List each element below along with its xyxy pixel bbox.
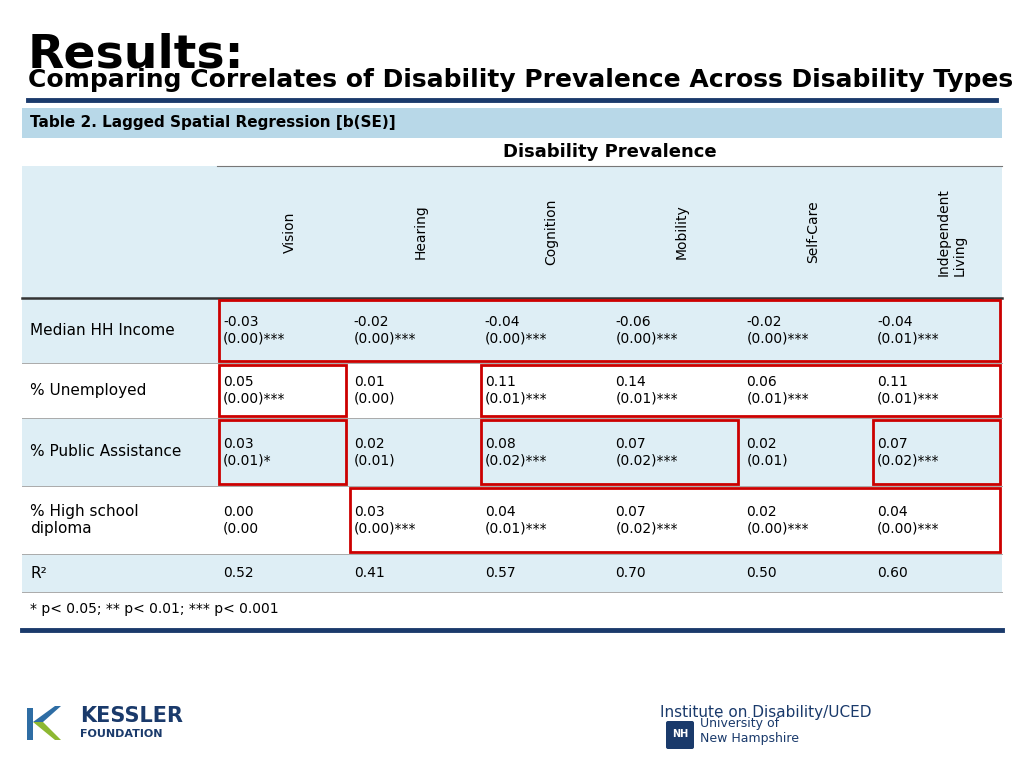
Text: University of
New Hampshire: University of New Hampshire bbox=[700, 717, 799, 745]
Text: Table 2. Lagged Spatial Regression [b(SE)]: Table 2. Lagged Spatial Regression [b(SE… bbox=[30, 115, 395, 131]
Bar bbox=[219, 365, 346, 416]
Text: NH: NH bbox=[672, 729, 688, 739]
Text: Vision: Vision bbox=[283, 211, 296, 253]
FancyBboxPatch shape bbox=[666, 721, 694, 749]
Bar bbox=[219, 300, 1000, 361]
Polygon shape bbox=[33, 722, 61, 740]
Text: -0.06
(0.00)***: -0.06 (0.00)*** bbox=[615, 316, 678, 346]
Text: % Unemployed: % Unemployed bbox=[30, 383, 146, 398]
Text: 0.01
(0.00): 0.01 (0.00) bbox=[354, 376, 395, 406]
Text: 0.05
(0.00)***: 0.05 (0.00)*** bbox=[223, 376, 286, 406]
Bar bbox=[480, 420, 738, 484]
Text: 0.70: 0.70 bbox=[615, 566, 646, 580]
Bar bbox=[27, 708, 33, 740]
Text: 0.02
(0.00)***: 0.02 (0.00)*** bbox=[746, 505, 809, 535]
Text: 0.11
(0.01)***: 0.11 (0.01)*** bbox=[878, 376, 940, 406]
Text: 0.07
(0.02)***: 0.07 (0.02)*** bbox=[615, 437, 678, 467]
Text: 0.60: 0.60 bbox=[878, 566, 908, 580]
Text: 0.08
(0.02)***: 0.08 (0.02)*** bbox=[484, 437, 547, 467]
Bar bbox=[22, 108, 1002, 138]
Text: Institute on Disability/UCED: Institute on Disability/UCED bbox=[660, 704, 871, 720]
Text: Results:: Results: bbox=[28, 33, 245, 78]
Bar bbox=[22, 138, 1002, 166]
Text: -0.04
(0.00)***: -0.04 (0.00)*** bbox=[484, 316, 547, 346]
Text: 0.07
(0.02)***: 0.07 (0.02)*** bbox=[878, 437, 940, 467]
Text: Median HH Income: Median HH Income bbox=[30, 323, 175, 338]
Text: Independent
Living: Independent Living bbox=[937, 188, 967, 276]
Text: * p< 0.05; ** p< 0.01; *** p< 0.001: * p< 0.05; ** p< 0.01; *** p< 0.001 bbox=[30, 602, 279, 616]
Text: Disability Prevalence: Disability Prevalence bbox=[503, 143, 717, 161]
Text: Self-Care: Self-Care bbox=[806, 200, 820, 263]
Text: 0.02
(0.01): 0.02 (0.01) bbox=[746, 437, 787, 467]
Text: -0.02
(0.00)***: -0.02 (0.00)*** bbox=[354, 316, 417, 346]
Text: R²: R² bbox=[30, 565, 47, 581]
Text: Cognition: Cognition bbox=[544, 199, 558, 265]
Text: 0.14
(0.01)***: 0.14 (0.01)*** bbox=[615, 376, 678, 406]
Text: 0.06
(0.01)***: 0.06 (0.01)*** bbox=[746, 376, 809, 406]
Text: -0.03
(0.00)***: -0.03 (0.00)*** bbox=[223, 316, 286, 346]
Text: % Public Assistance: % Public Assistance bbox=[30, 445, 181, 459]
Bar bbox=[22, 554, 1002, 592]
Text: 0.04
(0.01)***: 0.04 (0.01)*** bbox=[484, 505, 547, 535]
Bar bbox=[350, 488, 1000, 552]
Text: -0.04
(0.01)***: -0.04 (0.01)*** bbox=[878, 316, 940, 346]
Bar bbox=[22, 486, 1002, 554]
Text: 0.07
(0.02)***: 0.07 (0.02)*** bbox=[615, 505, 678, 535]
Bar bbox=[480, 365, 1000, 416]
Text: 0.57: 0.57 bbox=[484, 566, 515, 580]
Text: 0.03
(0.00)***: 0.03 (0.00)*** bbox=[354, 505, 417, 535]
Text: 0.02
(0.01): 0.02 (0.01) bbox=[354, 437, 395, 467]
Text: 0.41: 0.41 bbox=[354, 566, 385, 580]
Text: KESSLER: KESSLER bbox=[80, 706, 183, 726]
Text: 0.11
(0.01)***: 0.11 (0.01)*** bbox=[484, 376, 547, 406]
Text: 0.00
(0.00: 0.00 (0.00 bbox=[223, 505, 259, 535]
Text: Comparing Correlates of Disability Prevalence Across Disability Types: Comparing Correlates of Disability Preva… bbox=[28, 68, 1013, 92]
Polygon shape bbox=[33, 706, 61, 722]
Bar bbox=[22, 418, 1002, 486]
Text: -0.02
(0.00)***: -0.02 (0.00)*** bbox=[746, 316, 809, 346]
Text: Mobility: Mobility bbox=[675, 204, 689, 260]
Bar bbox=[219, 420, 346, 484]
Bar bbox=[873, 420, 1000, 484]
Text: 0.52: 0.52 bbox=[223, 566, 254, 580]
Bar bbox=[22, 363, 1002, 418]
Bar bbox=[22, 298, 1002, 363]
Text: FOUNDATION: FOUNDATION bbox=[80, 729, 163, 739]
Bar bbox=[22, 166, 1002, 298]
Text: % High school
diploma: % High school diploma bbox=[30, 504, 138, 536]
Text: Hearing: Hearing bbox=[414, 204, 427, 260]
Text: 0.03
(0.01)*: 0.03 (0.01)* bbox=[223, 437, 271, 467]
Text: 0.50: 0.50 bbox=[746, 566, 777, 580]
Text: 0.04
(0.00)***: 0.04 (0.00)*** bbox=[878, 505, 940, 535]
